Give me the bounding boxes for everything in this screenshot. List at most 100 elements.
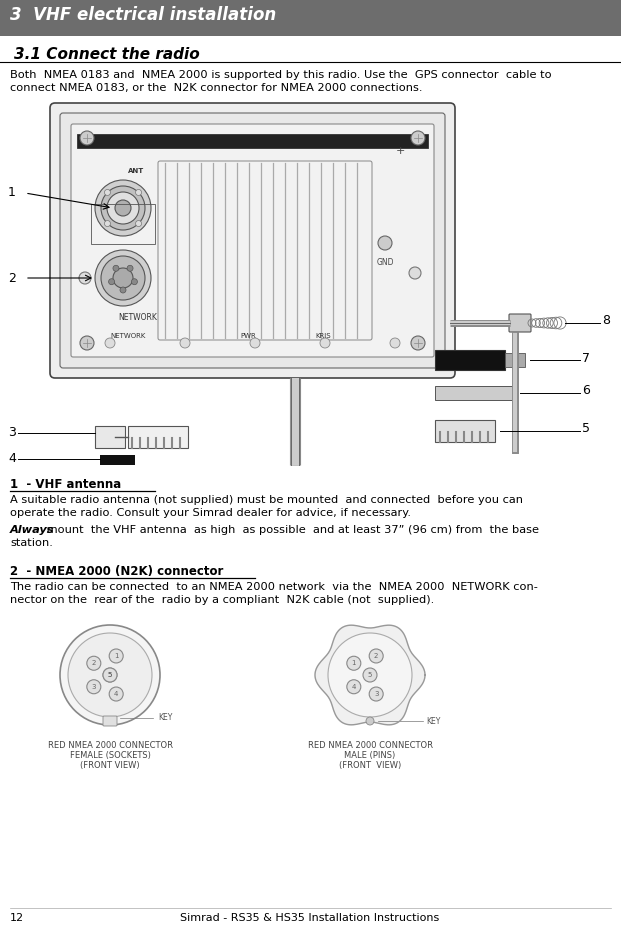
Circle shape xyxy=(87,680,101,694)
Circle shape xyxy=(363,668,377,682)
FancyBboxPatch shape xyxy=(50,103,455,378)
Text: RED NMEA 2000 CONNECTOR: RED NMEA 2000 CONNECTOR xyxy=(47,741,173,750)
Text: 5: 5 xyxy=(108,672,112,678)
Bar xyxy=(128,426,188,448)
Text: mount  the VHF antenna  as high  as possible  and at least 37” (96 cm) from  the: mount the VHF antenna as high as possibl… xyxy=(43,525,539,535)
Text: 1: 1 xyxy=(351,660,356,666)
Text: Always: Always xyxy=(10,525,55,535)
Circle shape xyxy=(411,336,425,350)
Polygon shape xyxy=(315,625,425,725)
Bar xyxy=(0,0,621,36)
Text: 2  - NMEA 2000 (N2K) connector: 2 - NMEA 2000 (N2K) connector xyxy=(10,565,224,578)
Text: 6: 6 xyxy=(582,385,590,398)
Circle shape xyxy=(320,338,330,348)
Circle shape xyxy=(328,633,412,717)
Text: ANT: ANT xyxy=(128,168,144,174)
Text: NETWORK: NETWORK xyxy=(118,313,157,322)
Text: nector on the  rear of the  radio by a compliant  N2K cable (not  supplied).: nector on the rear of the radio by a com… xyxy=(10,595,434,605)
Circle shape xyxy=(104,220,111,227)
Text: 1: 1 xyxy=(114,653,119,659)
Circle shape xyxy=(369,649,383,663)
Circle shape xyxy=(409,267,421,279)
Text: 2: 2 xyxy=(8,272,16,285)
Text: GND: GND xyxy=(376,258,394,267)
Text: 5: 5 xyxy=(368,672,372,678)
Text: 7: 7 xyxy=(582,352,590,364)
Text: station.: station. xyxy=(10,538,53,548)
Text: RED NMEA 2000 CONNECTOR: RED NMEA 2000 CONNECTOR xyxy=(307,741,432,750)
Bar xyxy=(77,134,428,148)
Text: PWR: PWR xyxy=(240,333,256,339)
Circle shape xyxy=(68,633,152,717)
Circle shape xyxy=(109,687,123,701)
Circle shape xyxy=(109,278,115,285)
Bar xyxy=(435,350,505,370)
Text: 5: 5 xyxy=(582,423,590,436)
Circle shape xyxy=(390,338,400,348)
Circle shape xyxy=(95,180,151,236)
Text: 4: 4 xyxy=(114,691,119,697)
Text: NETWORK: NETWORK xyxy=(110,333,145,339)
Circle shape xyxy=(79,272,91,284)
Text: 4: 4 xyxy=(8,452,16,465)
Circle shape xyxy=(80,336,94,350)
Circle shape xyxy=(347,656,361,671)
Text: 3.1 Connect the radio: 3.1 Connect the radio xyxy=(14,47,200,62)
Text: Both  NMEA 0183 and  NMEA 2000 is supported by this radio. Use the  GPS connecto: Both NMEA 0183 and NMEA 2000 is supporte… xyxy=(10,70,551,80)
Text: FEMALE (SOCKETS): FEMALE (SOCKETS) xyxy=(70,751,150,760)
Text: MALE (PINS): MALE (PINS) xyxy=(345,751,396,760)
Text: Simrad - RS35 & HS35 Installation Instructions: Simrad - RS35 & HS35 Installation Instru… xyxy=(180,913,440,923)
Circle shape xyxy=(113,265,119,271)
Circle shape xyxy=(103,668,117,682)
Circle shape xyxy=(115,200,131,216)
Circle shape xyxy=(132,278,137,285)
Circle shape xyxy=(250,338,260,348)
Circle shape xyxy=(95,250,151,306)
Text: 2: 2 xyxy=(92,660,96,666)
Circle shape xyxy=(180,338,190,348)
Circle shape xyxy=(366,717,374,725)
Circle shape xyxy=(135,190,142,195)
Bar xyxy=(505,353,525,367)
Text: +: + xyxy=(396,146,405,156)
Circle shape xyxy=(107,192,139,224)
Bar xyxy=(91,204,155,244)
Text: 2: 2 xyxy=(374,653,378,659)
Text: (FRONT VIEW): (FRONT VIEW) xyxy=(80,761,140,770)
Circle shape xyxy=(113,268,133,288)
Circle shape xyxy=(103,668,117,682)
Circle shape xyxy=(60,625,160,725)
Text: 1: 1 xyxy=(8,187,16,200)
FancyBboxPatch shape xyxy=(95,426,125,448)
Text: connect NMEA 0183, or the  N2K connector for NMEA 2000 connections.: connect NMEA 0183, or the N2K connector … xyxy=(10,83,422,93)
Circle shape xyxy=(120,287,126,293)
Text: 4: 4 xyxy=(351,684,356,690)
Text: KRIS: KRIS xyxy=(315,333,330,339)
FancyBboxPatch shape xyxy=(509,314,531,332)
Text: 1  - VHF antenna: 1 - VHF antenna xyxy=(10,478,121,491)
FancyBboxPatch shape xyxy=(103,716,117,726)
Circle shape xyxy=(347,680,361,694)
Text: 5: 5 xyxy=(108,672,112,678)
Circle shape xyxy=(101,186,145,230)
FancyBboxPatch shape xyxy=(435,420,495,442)
Text: KEY: KEY xyxy=(426,717,440,725)
Text: A suitable radio antenna (not supplied) must be mounted  and connected  before y: A suitable radio antenna (not supplied) … xyxy=(10,495,523,505)
Circle shape xyxy=(87,656,101,671)
Circle shape xyxy=(105,338,115,348)
Text: (FRONT  VIEW): (FRONT VIEW) xyxy=(339,761,401,770)
FancyBboxPatch shape xyxy=(60,113,445,368)
Circle shape xyxy=(135,220,142,227)
Text: 8: 8 xyxy=(602,314,610,327)
Text: 3: 3 xyxy=(91,684,96,690)
Circle shape xyxy=(101,256,145,300)
Circle shape xyxy=(411,131,425,145)
Circle shape xyxy=(369,687,383,701)
Text: 3: 3 xyxy=(374,691,378,697)
Bar xyxy=(100,455,135,465)
Text: The radio can be connected  to an NMEA 2000 network  via the  NMEA 2000  NETWORK: The radio can be connected to an NMEA 20… xyxy=(10,582,538,592)
FancyBboxPatch shape xyxy=(71,124,434,357)
Text: 3  VHF electrical installation: 3 VHF electrical installation xyxy=(10,6,276,24)
Circle shape xyxy=(104,190,111,195)
Bar xyxy=(435,386,515,400)
